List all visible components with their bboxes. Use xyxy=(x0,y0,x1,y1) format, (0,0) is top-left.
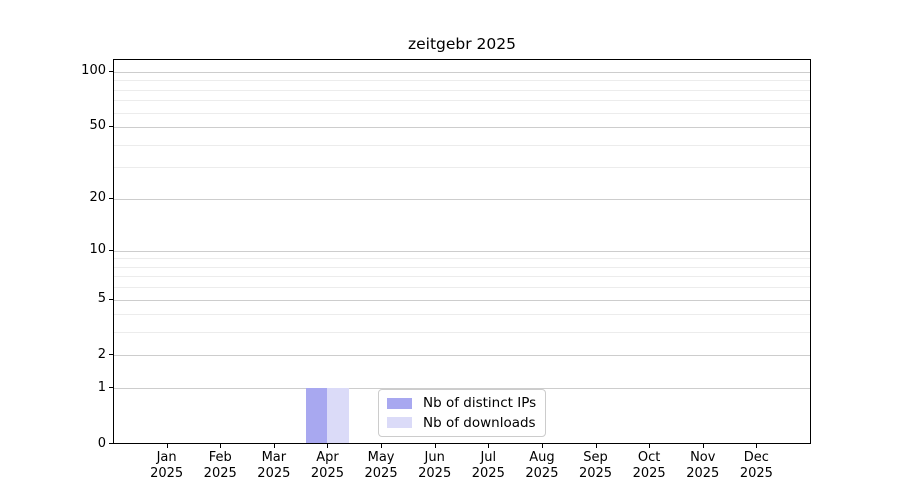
x-tick-may xyxy=(381,444,383,448)
y-gridline-minor-40 xyxy=(114,144,810,146)
y-gridline-major-20 xyxy=(114,198,810,200)
y-tick-100 xyxy=(109,70,113,72)
x-tick-aug xyxy=(541,444,543,448)
x-tick-label-jul: Jul 2025 xyxy=(471,450,505,481)
legend-item-distinct-ips: Nb of distinct IPs xyxy=(387,395,539,411)
x-tick-apr xyxy=(327,444,329,448)
y-tick-10 xyxy=(109,249,113,251)
y-gridline-minor-70 xyxy=(114,100,810,102)
y-gridline-minor-3 xyxy=(114,332,810,334)
legend-swatch-downloads xyxy=(387,417,412,429)
x-tick-label-oct: Oct 2025 xyxy=(632,450,666,481)
y-gridline-major-1 xyxy=(114,388,810,390)
bar-nb-of-distinct-ips-apr xyxy=(306,388,328,443)
y-gridline-major-10 xyxy=(114,250,810,252)
x-tick-feb xyxy=(220,444,222,448)
legend-label-downloads: Nb of downloads xyxy=(423,414,536,431)
legend-label-distinct-ips: Nb of distinct IPs xyxy=(423,395,537,412)
x-tick-jun xyxy=(434,444,436,448)
plot-area xyxy=(113,59,811,444)
y-gridline-minor-6 xyxy=(114,287,810,289)
y-gridline-minor-7 xyxy=(114,276,810,278)
x-tick-label-jan: Jan 2025 xyxy=(150,450,184,481)
y-tick-2 xyxy=(109,354,113,356)
y-tick-label-1: 1 xyxy=(97,379,106,395)
y-gridline-minor-8 xyxy=(114,266,810,268)
y-tick-label-2: 2 xyxy=(97,346,106,362)
y-tick-label-10: 10 xyxy=(89,242,106,258)
x-tick-label-apr: Apr 2025 xyxy=(310,450,344,481)
y-gridline-major-5 xyxy=(114,299,810,301)
legend: Nb of distinct IPs Nb of downloads xyxy=(378,389,546,437)
x-tick-label-may: May 2025 xyxy=(364,450,398,481)
x-tick-nov xyxy=(702,444,704,448)
y-gridline-major-2 xyxy=(114,355,810,357)
y-gridline-minor-30 xyxy=(114,167,810,169)
y-tick-5 xyxy=(109,298,113,300)
y-tick-label-100: 100 xyxy=(81,63,106,79)
y-tick-label-0: 0 xyxy=(97,435,106,451)
y-gridline-minor-9 xyxy=(114,258,810,260)
chart-title: zeitgebr 2025 xyxy=(407,35,516,53)
y-gridline-minor-90 xyxy=(114,80,810,82)
x-tick-label-sep: Sep 2025 xyxy=(578,450,613,481)
y-gridline-minor-60 xyxy=(114,112,810,114)
x-tick-label-mar: Mar 2025 xyxy=(257,450,291,481)
x-tick-label-nov: Nov 2025 xyxy=(686,450,720,481)
y-tick-1 xyxy=(109,387,113,389)
x-tick-label-dec: Dec 2025 xyxy=(739,450,773,481)
y-gridline-minor-80 xyxy=(114,89,810,91)
legend-item-downloads: Nb of downloads xyxy=(387,415,539,431)
y-tick-label-5: 5 xyxy=(97,291,106,307)
y-gridline-minor-4 xyxy=(114,314,810,316)
bar-nb-of-downloads-apr xyxy=(327,388,349,443)
y-tick-20 xyxy=(109,197,113,199)
x-tick-label-feb: Feb 2025 xyxy=(203,450,237,481)
x-tick-jan xyxy=(166,444,168,448)
x-tick-mar xyxy=(273,444,275,448)
x-tick-jul xyxy=(488,444,490,448)
legend-swatch-distinct-ips xyxy=(387,397,412,409)
x-tick-label-jun: Jun 2025 xyxy=(418,450,452,481)
y-gridline-major-50 xyxy=(114,126,810,128)
x-tick-oct xyxy=(649,444,651,448)
y-tick-label-20: 20 xyxy=(89,190,106,205)
y-gridline-major-100 xyxy=(114,71,810,73)
y-tick-50 xyxy=(109,125,113,127)
x-tick-label-aug: Aug 2025 xyxy=(525,450,559,481)
y-tick-0 xyxy=(109,443,113,444)
x-tick-dec xyxy=(756,444,758,448)
x-tick-sep xyxy=(595,444,597,448)
y-tick-label-50: 50 xyxy=(89,118,106,134)
